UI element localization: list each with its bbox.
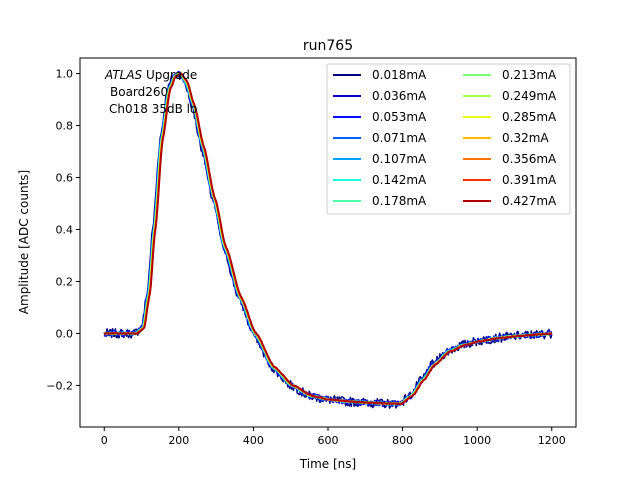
x-tick-label: 800 [392,434,413,447]
legend-label: 0.285mA [502,110,557,124]
legend-box [326,63,571,215]
x-tick-label: 0 [101,434,108,447]
annotation-line-2: Board260 [110,85,168,99]
x-tick-label: 200 [168,434,189,447]
y-tick-label: 0.6 [56,172,74,185]
y-tick-label: −0.2 [46,379,73,392]
x-axis: 0 200 400 600 800 1000 1200 [101,427,566,447]
x-tick-label: 1000 [463,434,491,447]
legend-label: 0.391mA [502,173,557,187]
legend-label: 0.053mA [372,110,427,124]
legend-label: 0.356mA [502,152,557,166]
y-tick-label: 0.0 [56,327,74,340]
y-tick-label: 0.2 [56,275,74,288]
y-tick-label: 0.8 [56,120,74,133]
legend-label: 0.32mA [502,131,549,145]
legend: 0.018mA 0.036mA 0.053mA 0.071mA 0.107mA 0.142… [326,63,571,215]
series-layer [103,70,553,409]
annotation-upgrade: Upgrade [142,68,197,82]
legend-label: 0.107mA [372,152,427,166]
annotation-line-1: ATLAS Upgrade [104,68,197,82]
y-tick-label: 1.0 [56,68,74,81]
series-line [103,72,553,406]
annotation-atlas: ATLAS [104,68,143,82]
legend-label: 0.018mA [372,68,427,82]
legend-label: 0.142mA [372,173,427,187]
y-axis-label: Amplitude [ADC counts] [17,170,31,314]
y-tick-label: 0.4 [56,224,74,237]
legend-label: 0.071mA [372,131,427,145]
chart-title: run765 [303,38,353,54]
x-axis-label: Time [ns] [299,457,356,471]
legend-label: 0.427mA [502,194,557,208]
y-axis: −0.2 0.0 0.2 0.4 0.6 0.8 1.0 [46,68,80,392]
legend-label: 0.036mA [372,89,427,103]
legend-label: 0.213mA [502,68,557,82]
annotation-line-3: Ch018 35dB lo [109,102,197,116]
x-tick-label: 1200 [538,434,566,447]
legend-label: 0.249mA [502,89,557,103]
plot-annotation: ATLAS Upgrade Board260 Ch018 35dB lo [104,68,197,116]
legend-label: 0.178mA [372,194,427,208]
x-tick-label: 600 [318,434,339,447]
x-tick-label: 400 [243,434,264,447]
